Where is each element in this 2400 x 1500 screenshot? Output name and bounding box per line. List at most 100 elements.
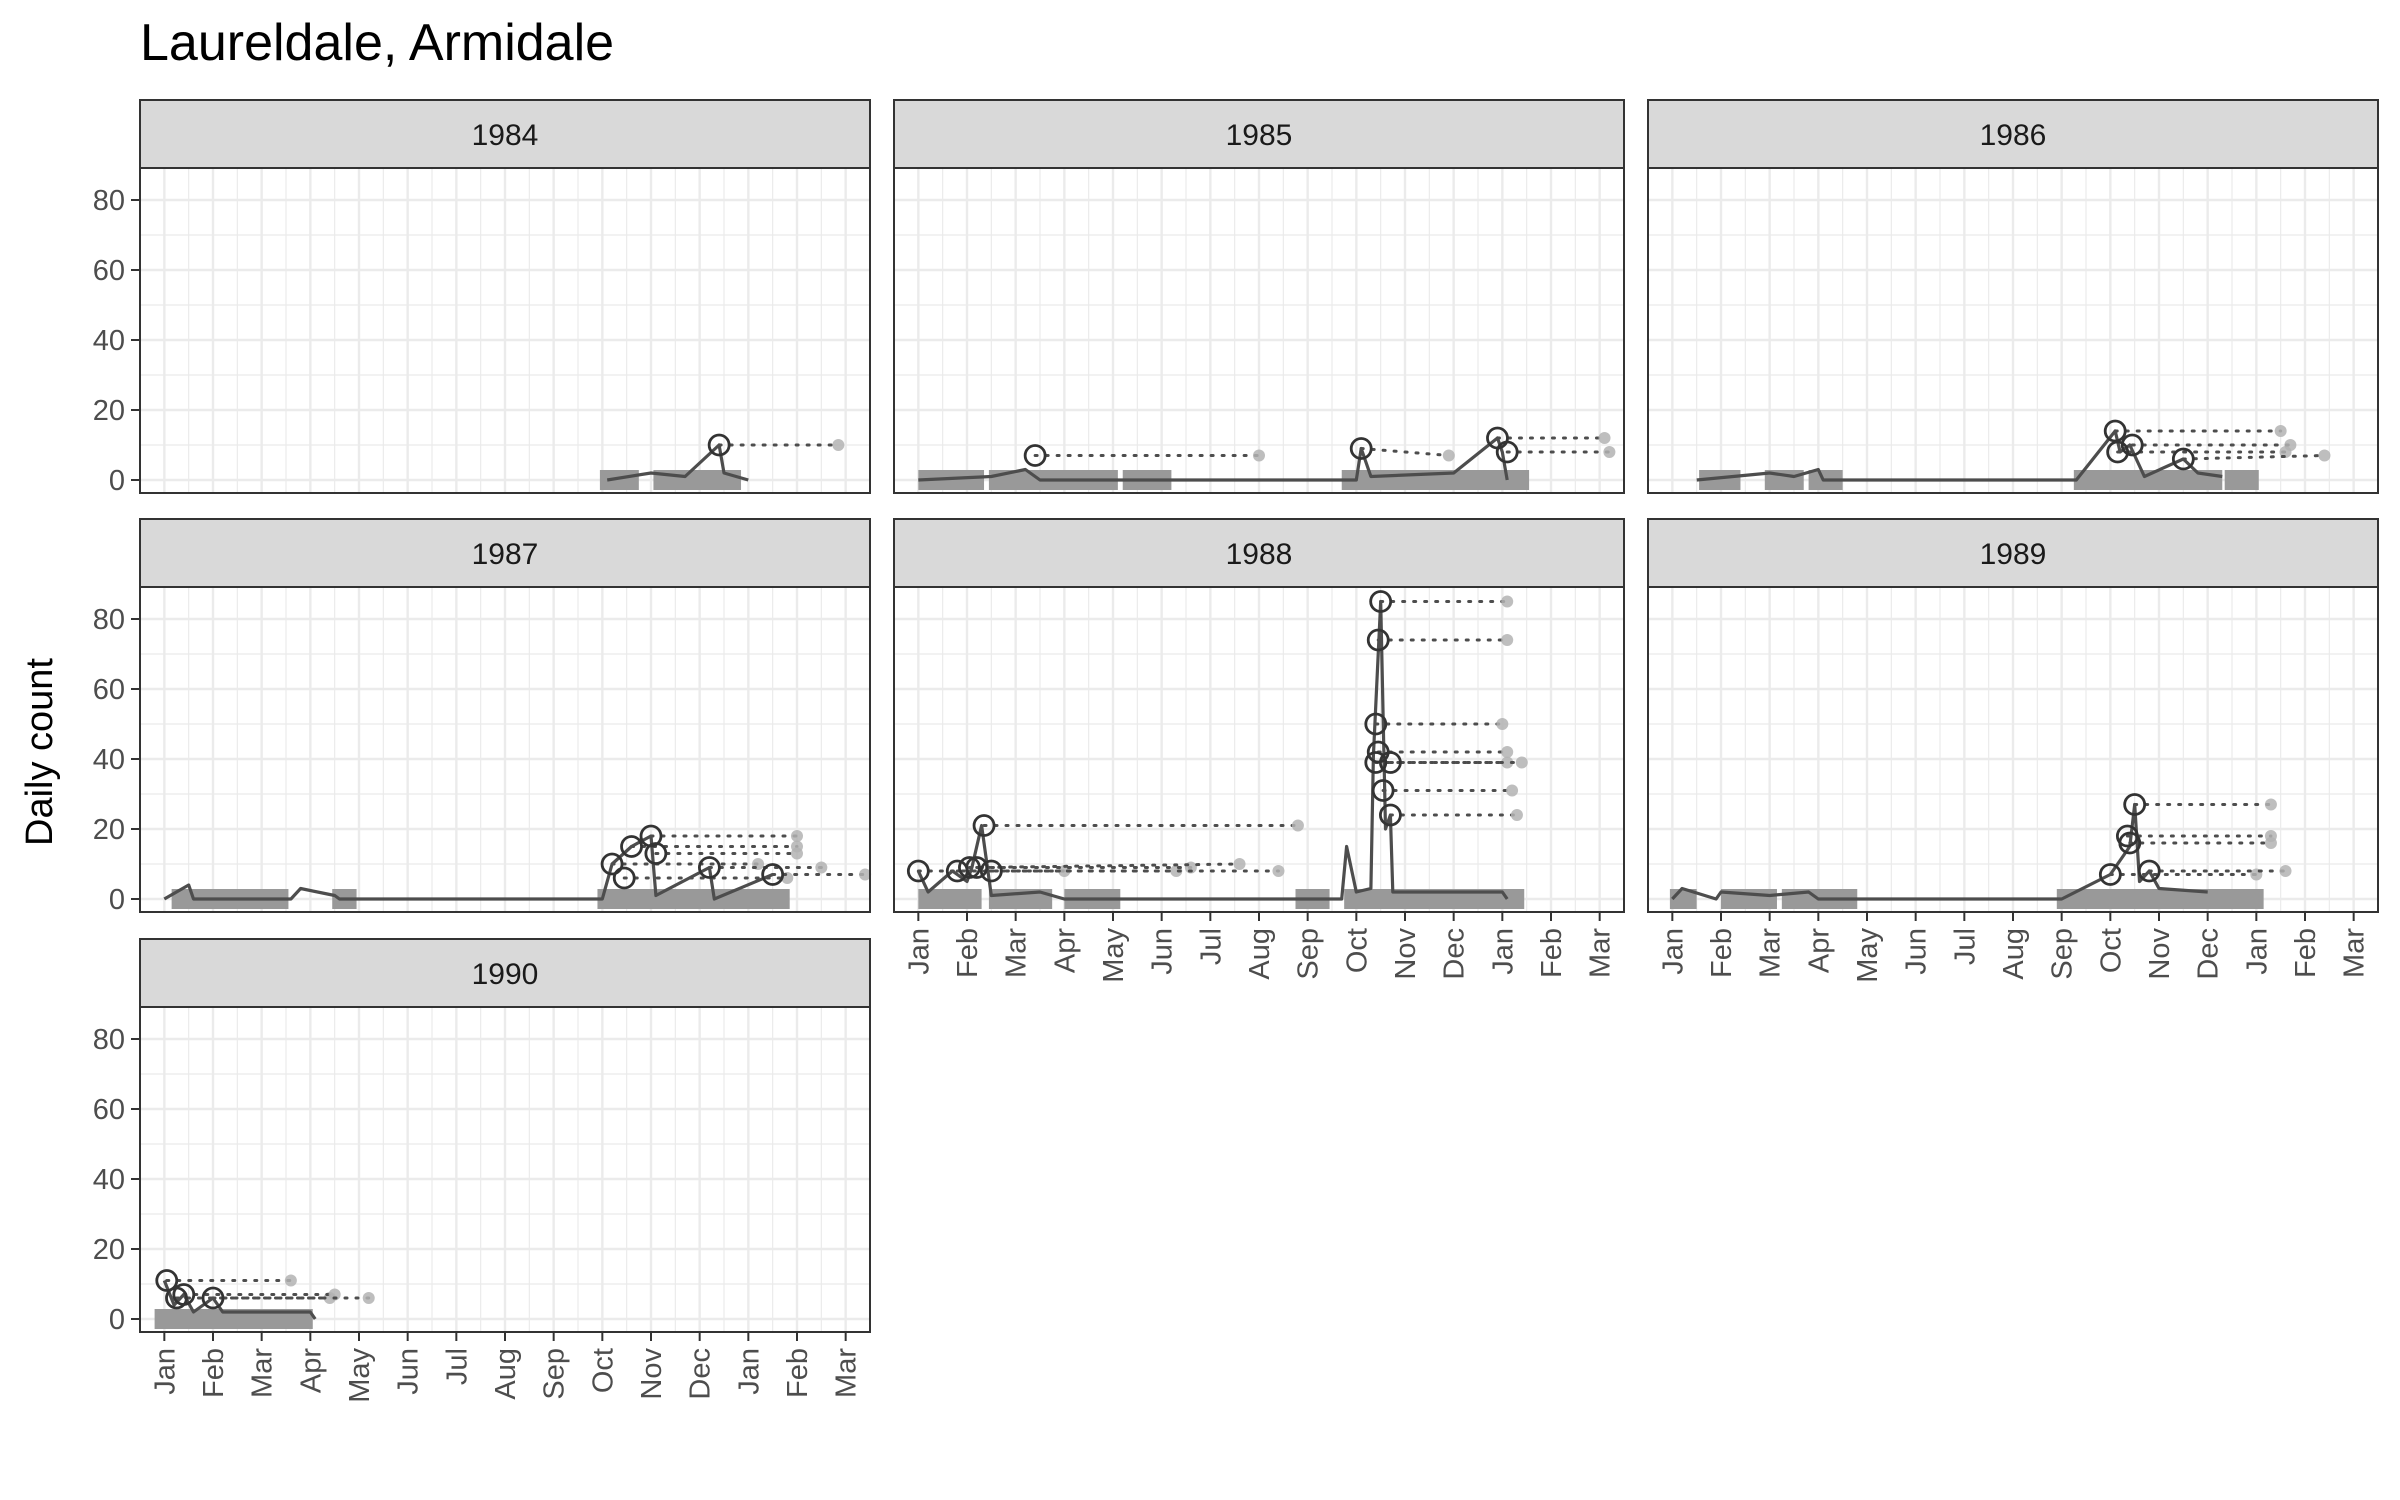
peak-end-dot — [2284, 439, 2297, 451]
facet-strip-label: 1987 — [472, 538, 539, 571]
data-bar — [2224, 470, 2259, 490]
series-line — [918, 436, 1509, 482]
data-bar — [2056, 889, 2264, 909]
facet-panel-1989: 1989 Jan Feb Mar Apr May Jun Jul Aug Sep Oct Nov Dec… — [1647, 518, 2379, 983]
peak-end-dot — [362, 1292, 375, 1304]
peak-marker — [1495, 440, 1519, 464]
x-tick-label: Aug — [490, 1348, 522, 1400]
peak-end-dot — [1501, 634, 1514, 646]
peak-end-dot — [1501, 746, 1514, 758]
data-bar — [2073, 470, 2223, 490]
peak-marker — [972, 814, 996, 837]
peak-connector — [2181, 454, 2326, 461]
peak-marker — [958, 856, 981, 879]
peak-marker — [2098, 863, 2122, 886]
facet-strip-label: 1984 — [472, 119, 539, 152]
peak-end-dot — [2274, 425, 2287, 437]
facet-strip — [1647, 99, 2379, 169]
x-tick-label: Feb — [782, 1348, 814, 1398]
x-tick-label: Mar — [2339, 928, 2371, 978]
x-tick-label: Jun — [393, 1348, 425, 1395]
x-tick-label: Mar — [1001, 928, 1033, 978]
peak-end-dot — [284, 1274, 297, 1287]
facet-strip-label: 1988 — [1226, 538, 1293, 571]
x-tick-label: Dec — [685, 1348, 717, 1400]
y-tick-label: 20 — [93, 1234, 125, 1266]
x-tick-label: Sep — [539, 1348, 571, 1400]
y-axis-label: Daily count — [19, 658, 61, 846]
y-tick-label: 40 — [93, 1164, 125, 1196]
x-tick-label: Jan — [2241, 928, 2273, 975]
peak-marker — [965, 856, 989, 879]
x-tick-label: Apr — [1803, 928, 1835, 973]
peak-end-dot — [1506, 784, 1519, 797]
x-tick-label: Aug — [1244, 928, 1276, 980]
peak-marker — [2115, 824, 2139, 848]
series-line — [163, 834, 774, 901]
peak-marker — [155, 1269, 179, 1292]
facet-strip-label: 1985 — [1226, 119, 1293, 152]
x-tick-label: Jan — [1487, 928, 1519, 975]
x-tick-label: Dec — [1439, 928, 1471, 980]
x-tick-label: Feb — [1706, 928, 1738, 978]
series-line — [606, 443, 749, 482]
x-tick-label: May — [1852, 928, 1884, 983]
x-tick-label: Aug — [1998, 928, 2030, 980]
peak-marker — [620, 835, 643, 858]
y-tick-label: 60 — [93, 674, 125, 706]
facet-panel-1985: 1985 — [893, 99, 1625, 494]
peak-end-dot — [1501, 756, 1514, 769]
peak-marker — [1364, 712, 1388, 736]
y-tick-label: 80 — [93, 185, 125, 217]
grid-lines — [139, 1007, 871, 1332]
x-tick-label: Oct — [587, 1348, 619, 1393]
x-tick-label: Dec — [2193, 928, 2225, 980]
x-tick-label: Jan — [903, 928, 935, 975]
y-tick-label: 40 — [93, 744, 125, 776]
facet-strip-label: 1990 — [472, 958, 539, 991]
x-tick-label: Jul — [1949, 928, 1981, 965]
peak-marker — [707, 433, 731, 457]
x-tick-label: May — [1098, 928, 1130, 983]
x-tick-label: Apr — [1049, 928, 1081, 973]
peak-end-dot — [2264, 830, 2277, 842]
x-tick-label: Jan — [149, 1348, 181, 1395]
y-tick-label: 80 — [93, 604, 125, 636]
x-tick-label: May — [344, 1348, 376, 1403]
facet-strip — [893, 518, 1625, 588]
x-tick-label: Feb — [2290, 928, 2322, 978]
x-tick-label: Apr — [295, 1348, 327, 1393]
peak-end-dot — [832, 439, 845, 451]
peak-end-dot — [1442, 449, 1455, 462]
peak-marker — [201, 1286, 225, 1310]
facet-panel-1987: 1987 0 20 40 60 80 — [93, 518, 872, 916]
panel-border — [1647, 167, 2379, 494]
peak-end-dot — [1598, 432, 1611, 444]
peak-end-dot — [1515, 756, 1528, 769]
y-tick-label: 60 — [93, 255, 125, 287]
x-tick-label: Jun — [1147, 928, 1179, 975]
grid-lines — [893, 168, 1625, 493]
peak-marker — [644, 842, 668, 865]
data-bar — [597, 889, 790, 909]
facet-strip — [139, 938, 871, 1008]
x-tick-label: Mar — [1755, 928, 1787, 978]
x-tick-label: Jul — [1195, 928, 1227, 965]
facet-strip-label: 1989 — [1980, 538, 2047, 571]
peak-marker — [2106, 440, 2130, 464]
peak-marker — [1379, 803, 1402, 827]
peak-marker — [612, 866, 636, 890]
peak-marker — [979, 859, 1003, 883]
y-tick-label: 80 — [93, 1024, 125, 1056]
peak-marker — [1023, 444, 1047, 467]
peak-end-dot — [1603, 446, 1616, 458]
peak-end-dot — [1272, 865, 1285, 877]
facet-panel-1988: 1988 Jan Feb Mar Apr May Jun Jul Aug Sep Oct Nov Dec… — [893, 518, 1625, 983]
peak-marker — [600, 852, 624, 876]
peak-connector — [1359, 447, 1451, 457]
peak-end-dot — [1510, 809, 1523, 821]
peak-end-dot — [2279, 865, 2292, 877]
data-bar — [154, 1309, 313, 1329]
x-tick-label: Mar — [831, 1348, 863, 1398]
